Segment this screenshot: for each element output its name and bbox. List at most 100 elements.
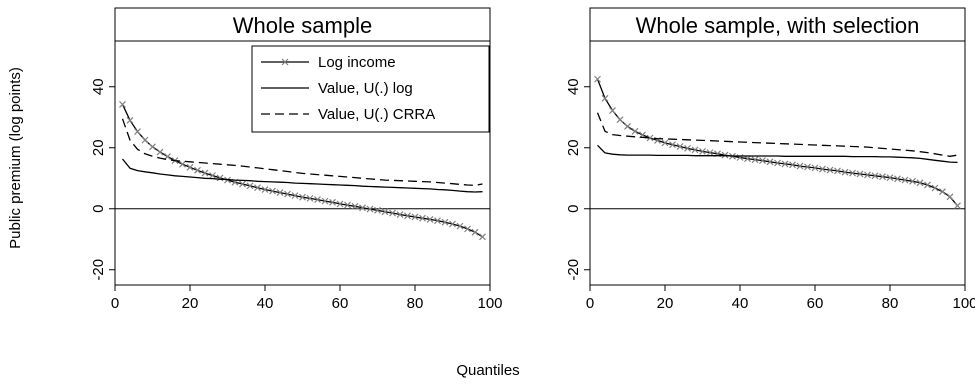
data-point-marker [699,147,706,155]
data-point-marker [329,198,336,206]
x-tick-label: 40 [257,295,274,312]
data-point-marker [661,139,669,147]
data-point-marker [434,217,441,225]
x-tick-label: 60 [807,295,824,312]
data-point-marker [766,158,774,166]
data-point-marker [894,175,901,183]
data-point-marker [186,163,194,171]
data-point-marker [149,143,156,151]
data-point-marker [336,200,344,208]
data-point-marker [389,209,396,217]
x-tick-label: 40 [732,295,749,312]
data-point-marker [299,193,306,201]
x-tick-label: 100 [477,295,502,312]
figure-y-label: Public premium (log points) [7,67,24,249]
data-point-marker [156,148,164,156]
data-point-marker [826,166,834,174]
plot-frame [114,40,491,286]
data-point-marker [856,170,864,178]
series-line-value-u-log [121,158,483,193]
data-point-marker [616,116,624,124]
data-point-marker [804,163,811,171]
y-tick-label: -20 [90,259,107,281]
data-point-marker [789,161,796,169]
data-point-marker [646,134,654,142]
x-tick-label: 100 [952,295,975,312]
x-tick-label: 20 [657,295,674,312]
x-tick-label: 60 [332,295,349,312]
y-tick-label: 0 [565,205,582,213]
data-point-marker [216,174,224,182]
data-point-marker [601,94,609,102]
y-tick-label: 20 [90,139,107,156]
plot-frame [589,40,966,286]
data-point-marker [201,169,209,177]
x-tick-label: 0 [586,295,594,312]
data-point-marker [254,184,261,192]
series-line-log-income [596,78,958,207]
data-point-marker [359,204,366,212]
data-point-marker [479,233,486,241]
data-point-marker [119,101,126,108]
x-tick-label: 20 [182,295,199,312]
data-point-marker [909,177,916,185]
title-box [589,7,966,42]
data-point-marker [849,169,856,177]
data-point-marker [879,173,886,181]
series-log-income [594,75,961,210]
data-point-marker [676,143,684,150]
series-log-income [119,101,486,241]
data-point-marker [246,182,254,190]
data-point-marker [841,168,849,176]
data-point-marker [179,160,186,168]
data-point-marker [314,196,321,204]
data-point-marker [239,180,246,188]
data-point-marker [126,116,134,124]
data-point-marker [471,228,479,236]
data-point-marker [594,75,601,83]
data-point-marker [209,172,216,179]
data-point-marker [261,186,269,193]
data-point-marker [306,194,314,202]
x-tick-label: 80 [882,295,899,312]
data-point-marker [924,181,931,189]
series-value-u-crra [121,118,483,186]
chart-panel-whole-sample-with-selection: Whole sample, with selection 0 20 40 60 80 100… [565,7,975,312]
data-point-marker [396,211,404,218]
data-point-marker [134,128,141,136]
data-point-marker [774,159,781,167]
y-tick-label: 40 [90,78,107,95]
legend-marker-sample [281,58,289,66]
data-point-marker [609,107,616,114]
legend-label: Value, U(.) log [318,80,413,97]
data-point-marker [901,176,909,184]
y-tick-label: 20 [565,139,582,156]
chart-title: Whole sample [233,13,372,38]
data-point-marker [456,222,464,230]
data-point-marker [864,171,871,179]
legend-label: Value, U(.) CRRA [318,106,435,123]
data-point-marker [624,122,631,130]
legend-label: Log income [318,54,396,71]
data-point-marker [931,184,939,192]
data-point-marker [819,165,826,173]
data-point-marker [946,193,954,201]
data-point-marker [441,218,449,226]
data-point-marker [954,202,961,210]
data-point-marker [344,201,351,209]
data-point-marker [631,127,639,135]
data-point-marker [796,162,804,170]
data-point-marker [381,208,389,216]
data-point-marker [744,155,751,163]
data-point-marker [374,206,381,214]
data-point-marker [404,212,411,220]
data-point-marker [706,149,714,157]
y-tick-label: 0 [90,205,107,213]
series-value-u-log [597,144,958,164]
series-line-value-u-crra [121,118,483,186]
legend-item-value-u-log: Value, U(.) log [261,80,413,97]
chart-title: Whole sample, with selection [636,13,920,38]
series-line-value-u-crra [596,112,958,157]
data-point-marker [751,156,759,164]
